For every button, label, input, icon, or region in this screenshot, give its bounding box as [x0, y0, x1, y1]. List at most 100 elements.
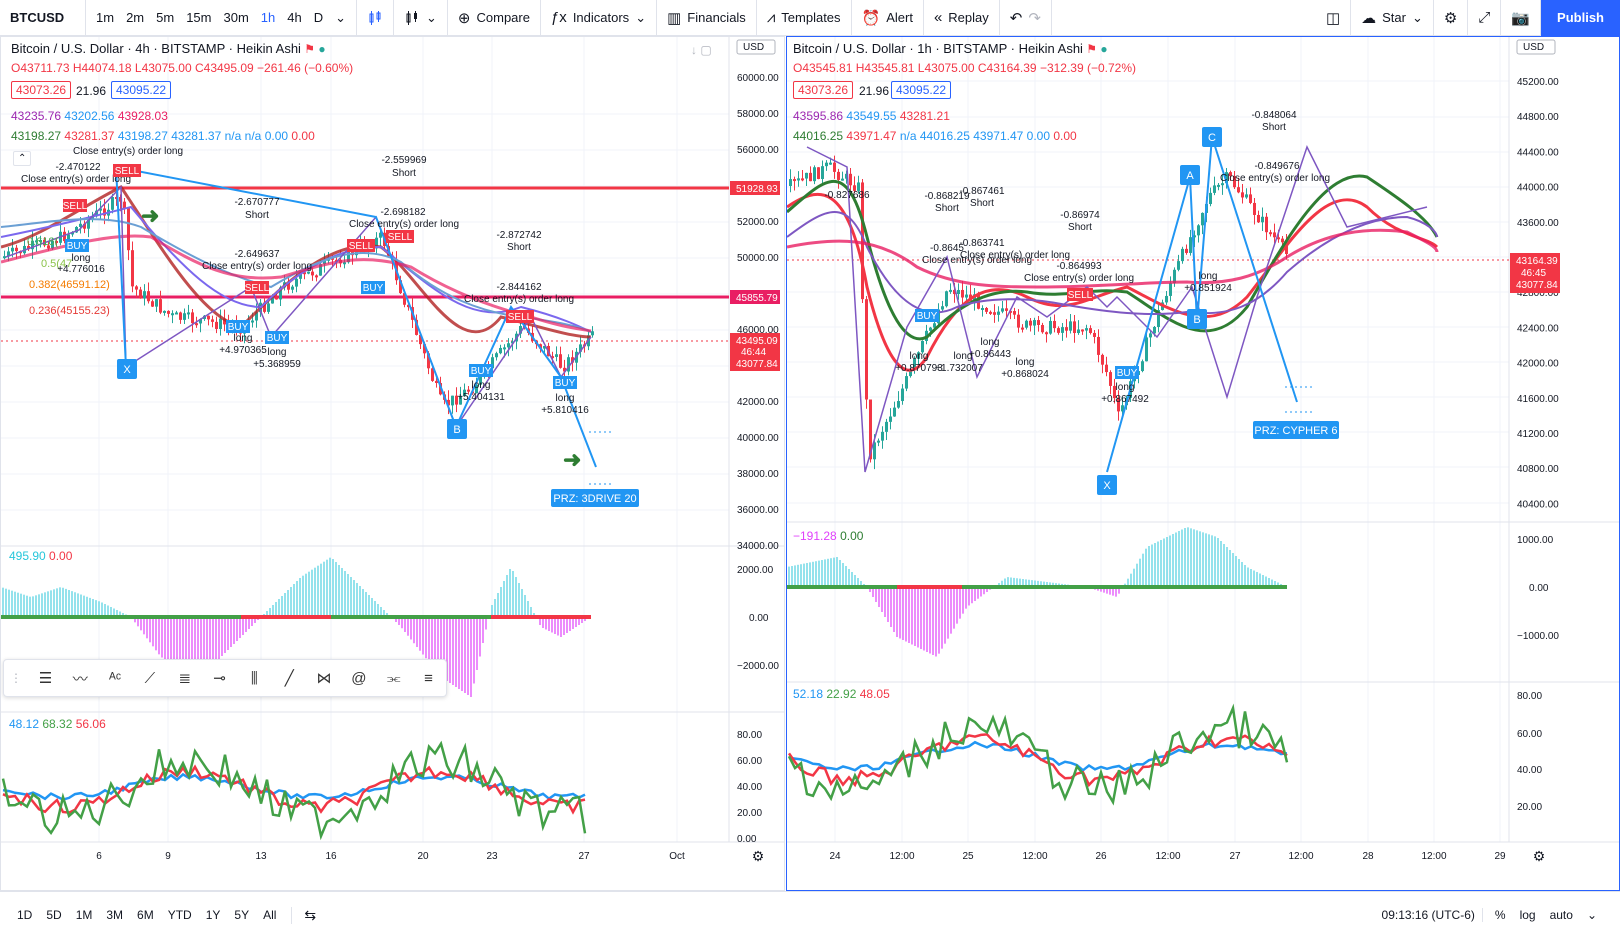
interval-2m[interactable]: 2m [126, 10, 145, 25]
spiral-icon[interactable]: @ [351, 669, 367, 687]
sell-marker[interactable]: SELL [1068, 290, 1093, 301]
indicator-legend-1[interactable]: 43235.76 43202.56 43928.03 [11, 109, 168, 123]
clock[interactable]: 09:13:16 (UTC-6) [1381, 908, 1475, 922]
osc-axis[interactable]: 2000.00 0.00 −2000.00 [737, 565, 779, 672]
layout-button[interactable]: ◫ [1316, 0, 1352, 36]
log-toggle[interactable]: log [1519, 908, 1536, 922]
flag-icon[interactable]: ⚑ [1086, 42, 1098, 56]
bar-style-button[interactable] [357, 0, 395, 36]
sell-marker[interactable]: SELL [349, 241, 374, 252]
gear-icon[interactable]: ⚙ [1533, 848, 1546, 864]
right-chart[interactable]: A B C X PRZ: CYPHER 6 -0.827686 -0.86821… [786, 36, 1620, 891]
symbol-search[interactable]: BTCUSD [0, 0, 86, 36]
auto-toggle[interactable]: auto [1549, 908, 1573, 922]
interval-30m[interactable]: 30m [223, 10, 249, 25]
indicator-legend-1[interactable]: 43595.86 43549.55 43281.21 [793, 109, 950, 123]
bid-box[interactable]: 43073.26 [793, 81, 854, 99]
range-5y[interactable]: 5Y [234, 908, 250, 922]
indicators-button[interactable]: ƒx Indicators ⌄ [541, 0, 658, 36]
pattern-point-b[interactable] [447, 419, 467, 439]
buy-marker[interactable]: BUY [267, 333, 288, 344]
vertical-lines-icon[interactable]: ⫼ [250, 669, 258, 687]
flag-icon[interactable]: ⚑ [304, 42, 316, 56]
sell-marker[interactable]: SELL [115, 166, 140, 177]
osc-axis[interactable]: 1000.00 0.00 −1000.00 [1517, 535, 1559, 642]
undo-icon[interactable]: ↶ [1009, 9, 1023, 27]
sell-marker[interactable]: SELL [388, 232, 413, 243]
chevron-down-icon[interactable]: ⌄ [1586, 908, 1597, 922]
chart-type-button[interactable]: ⌄ [394, 0, 448, 36]
financials-button[interactable]: ▥ Financials [657, 0, 757, 36]
rsi-legend[interactable]: 48.12 68.32 56.06 [9, 717, 106, 731]
time-axis[interactable]: 6 9 13 16 20 23 27 Oct [96, 851, 685, 862]
abc-pattern-icon[interactable]: ᴬᶜ [109, 669, 122, 687]
currency-selector[interactable] [1516, 39, 1556, 55]
range-1m[interactable]: 1M [75, 908, 93, 922]
range-5d[interactable]: 5D [46, 908, 62, 922]
range-1d[interactable]: 1D [17, 908, 33, 922]
pattern-point-a[interactable] [1180, 165, 1200, 185]
sell-marker[interactable]: SELL [508, 312, 533, 323]
fullscreen-button[interactable]: ⤢ [1468, 0, 1502, 36]
rsi-legend[interactable]: 52.18 22.92 48.05 [793, 687, 890, 701]
hlines-icon[interactable]: ☰ [38, 670, 53, 687]
compare-button[interactable]: ⊕ Compare [448, 0, 541, 36]
rsi-axis[interactable]: 80.00 60.00 40.00 20.00 [1517, 691, 1542, 813]
settings-button[interactable]: ⚙ [1434, 0, 1469, 36]
trend-line-icon[interactable]: ⟋ [144, 669, 156, 687]
range-6m[interactable]: 6M [137, 908, 154, 922]
osc-legend[interactable]: −191.28 0.00 [793, 529, 863, 543]
buy-marker[interactable]: BUY [555, 378, 576, 389]
horizontal-ray-icon[interactable]: ⊸ [213, 670, 226, 687]
gear-icon[interactable]: ⚙ [752, 848, 765, 864]
buy-marker[interactable]: BUY [67, 241, 88, 252]
rsi-axis[interactable]: 80.00 60.00 40.00 20.00 0.00 [737, 730, 762, 845]
collapse-legend-button[interactable]: ⌃ [13, 151, 32, 166]
fib-icon[interactable]: ≣ [178, 670, 192, 687]
time-axis[interactable]: 24 12:00 25 12:00 26 12:00 27 12:00 28 1… [829, 851, 1506, 862]
indicator-legend-2[interactable]: 44016.25 43971.47 n/a 44016.25 43971.47 … [793, 129, 1077, 143]
buy-marker[interactable]: BUY [363, 283, 384, 294]
publish-button[interactable]: Publish [1541, 0, 1620, 36]
price-axis[interactable]: 45200.00 44800.00 44400.00 44000.00 43600.00… [1517, 77, 1559, 510]
redo-icon[interactable]: ↷ [1028, 9, 1041, 27]
chart-title[interactable]: Bitcoin / U.S. Dollar · 1h · BITSTAMP · … [793, 41, 1083, 56]
range-3m[interactable]: 3M [106, 908, 124, 922]
indicator-legend-2[interactable]: 43198.27 43281.37 43198.27 43281.37 n/a … [11, 129, 315, 143]
parallel-channel-icon[interactable]: ⫘ [386, 669, 401, 687]
templates-button[interactable]: ⩘ Templates [757, 0, 852, 36]
star-button[interactable]: ☁ Star ⌄ [1351, 0, 1434, 36]
xabcd-pattern-icon[interactable]: ⋈ [316, 670, 332, 687]
interval-1h[interactable]: 1h [260, 10, 276, 25]
pattern-point-x[interactable] [117, 359, 137, 379]
left-chart[interactable]: ➜ ➜ X B PRZ: 3DRIVE 20 0.618( 0.5(47 0.3… [0, 36, 785, 891]
pattern-point-c[interactable] [1202, 127, 1222, 147]
ask-box[interactable]: 43095.22 [111, 81, 172, 99]
buy-marker[interactable]: BUY [471, 366, 492, 377]
replay-button[interactable]: « Replay [924, 0, 1000, 36]
pane-controls[interactable]: ↓ ▢ [691, 43, 712, 57]
drag-handle-icon[interactable]: ⋮ [10, 671, 22, 685]
range-all[interactable]: All [263, 908, 277, 922]
interval-1m[interactable]: 1m [96, 10, 115, 25]
pattern-point-x[interactable] [1097, 475, 1117, 495]
goto-date-icon[interactable]: ⇆ [291, 906, 323, 924]
interval-4h[interactable]: 4h [287, 10, 302, 25]
right-chart-canvas[interactable]: A B C X PRZ: CYPHER 6 -0.827686 -0.86821… [787, 37, 1619, 890]
line-tool-icon[interactable]: ╱ [284, 670, 294, 687]
interval-d[interactable]: D [313, 10, 324, 25]
snapshot-button[interactable]: 📷 [1501, 0, 1542, 36]
prz-badge[interactable] [1253, 421, 1339, 439]
wave-icon[interactable]: 〰 [72, 670, 88, 688]
interval-15m[interactable]: 15m [186, 10, 212, 25]
range-ytd[interactable]: YTD [167, 908, 192, 922]
buy-marker[interactable]: BUY [917, 311, 938, 322]
sell-marker[interactable]: SELL [63, 201, 88, 212]
bid-box[interactable]: 43073.26 [11, 81, 72, 99]
sell-marker[interactable]: SELL [245, 283, 270, 294]
alert-button[interactable]: ⏰ Alert [852, 0, 924, 36]
chevron-down-icon[interactable]: ⌄ [335, 9, 347, 25]
osc-legend[interactable]: 495.90 0.00 [9, 549, 72, 563]
interval-5m[interactable]: 5m [156, 10, 175, 25]
buy-marker[interactable]: BUY [228, 322, 249, 333]
